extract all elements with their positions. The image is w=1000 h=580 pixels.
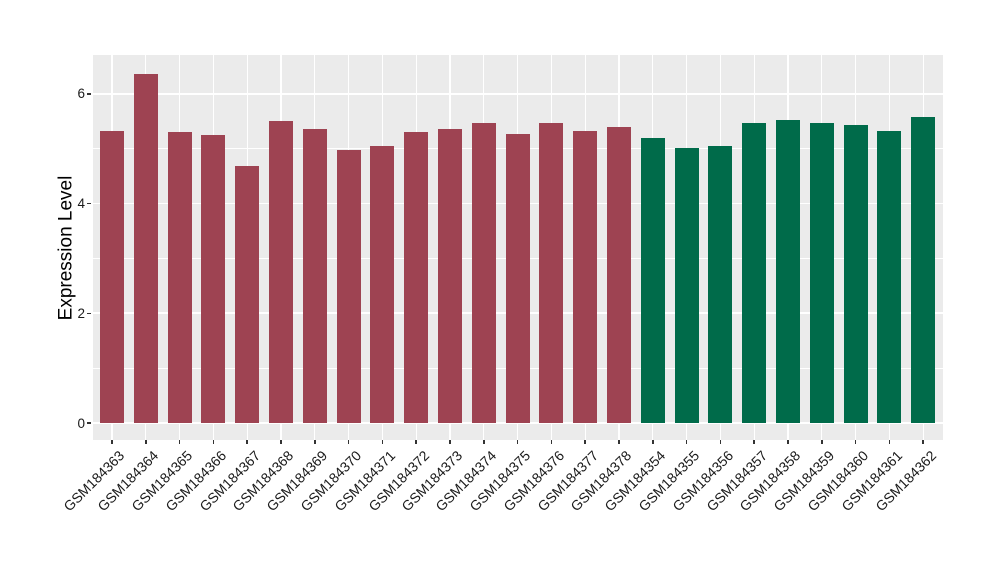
y-tick-label: 2: [77, 305, 85, 321]
x-tick-mark: [483, 440, 485, 444]
x-tick-mark: [685, 440, 688, 444]
bar-GSM184368: [269, 121, 293, 423]
x-tick-mark: [111, 440, 113, 444]
x-tick-mark: [584, 440, 586, 444]
x-tick-mark: [381, 440, 384, 444]
x-tick-mark: [854, 440, 857, 444]
bar-GSM184375: [505, 134, 530, 423]
bar-GSM184354: [640, 137, 665, 423]
x-tick-mark: [449, 440, 451, 444]
x-tick-mark: [753, 440, 755, 444]
x-tick-mark: [719, 440, 722, 444]
bar-GSM184378: [607, 127, 631, 423]
bar-GSM184372: [404, 132, 429, 423]
bar-GSM184360: [843, 125, 868, 423]
x-tick-mark: [888, 440, 891, 444]
bar-GSM184365: [167, 132, 192, 423]
bar-GSM184370: [336, 150, 361, 423]
bar-GSM184358: [776, 119, 800, 423]
bar-GSM184367: [235, 166, 260, 423]
y-tick-label: 0: [77, 415, 85, 431]
bar-GSM184377: [573, 130, 598, 423]
bar-GSM184364: [133, 74, 158, 423]
x-tick-mark: [415, 440, 417, 444]
y-tick-mark: [87, 93, 91, 95]
x-tick-mark: [787, 440, 789, 444]
x-tick-mark: [314, 440, 316, 444]
bar-GSM184362: [911, 116, 936, 423]
y-tick-mark: [87, 422, 91, 424]
y-tick-label: 4: [77, 196, 85, 212]
x-tick-mark: [347, 440, 350, 444]
bar-GSM184359: [809, 123, 834, 423]
bar-GSM184361: [877, 130, 902, 423]
plot-panel: [93, 55, 943, 440]
x-tick-mark: [178, 440, 181, 444]
x-tick-mark: [212, 440, 215, 444]
bar-GSM184356: [708, 146, 733, 423]
y-axis-title-wrap: Expression Level: [53, 55, 79, 440]
bar-GSM184366: [201, 135, 226, 423]
x-tick-mark: [618, 440, 620, 444]
x-tick-mark: [246, 440, 248, 444]
bar-GSM184374: [471, 122, 496, 423]
bar-GSM184373: [438, 129, 462, 423]
y-tick-mark: [87, 312, 91, 314]
y-tick-label: 6: [77, 86, 85, 102]
x-tick-mark: [922, 440, 924, 444]
bar-GSM184369: [302, 129, 327, 423]
bar-GSM184376: [539, 122, 564, 423]
bar-GSM184371: [370, 146, 395, 423]
x-tick-mark: [550, 440, 553, 444]
x-tick-mark: [145, 440, 147, 444]
bar-GSM184363: [100, 130, 124, 423]
bar-GSM184355: [674, 147, 699, 423]
bar-GSM184357: [742, 123, 767, 423]
y-axis-title: Expression Level: [55, 175, 77, 320]
y-tick-mark: [87, 202, 91, 205]
x-tick-mark: [652, 440, 654, 444]
x-tick-mark: [516, 440, 519, 444]
x-tick-mark: [821, 440, 823, 444]
x-tick-mark: [280, 440, 282, 444]
